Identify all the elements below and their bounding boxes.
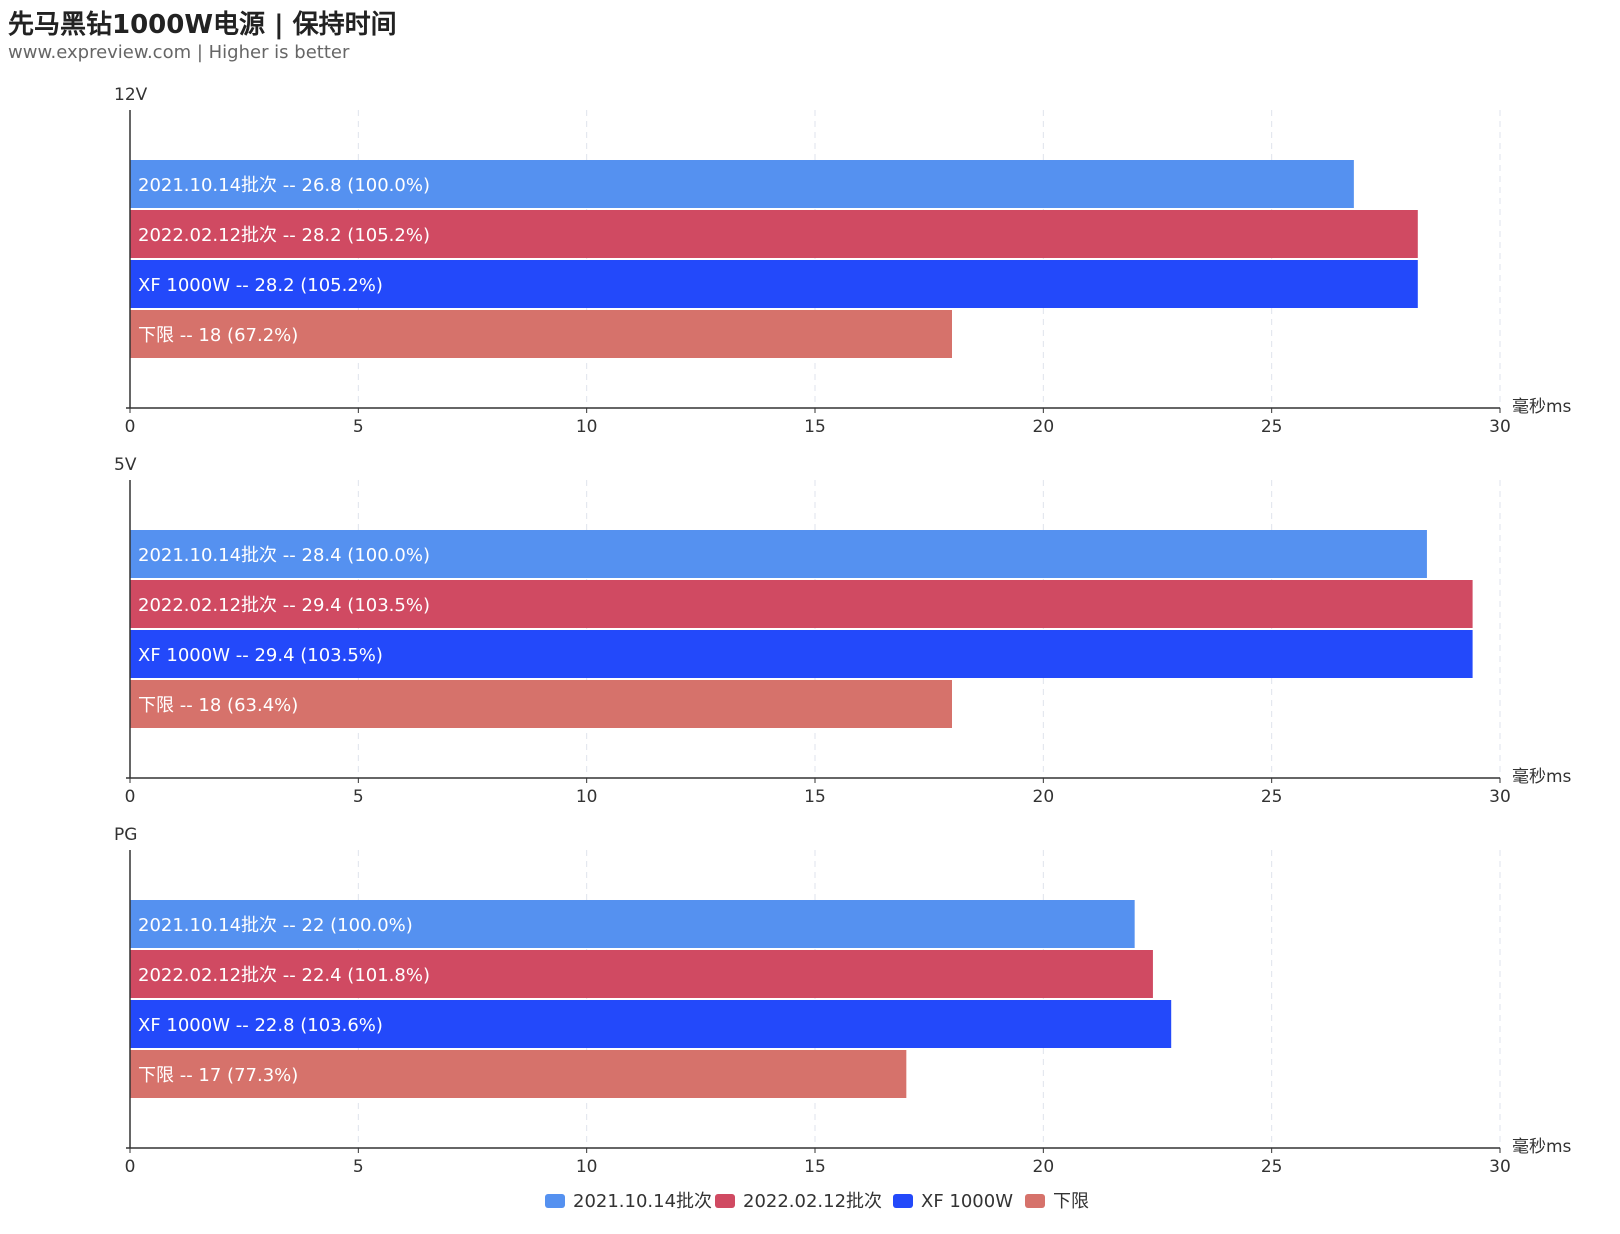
bar-label-PG-1: 2021.10.14批次 -- 22 (100.0%) xyxy=(138,915,413,936)
legend-swatch-4 xyxy=(1025,1194,1045,1208)
legend-item-2: 2022.02.12批次 xyxy=(743,1191,882,1212)
bar-label-5V-1: 2021.10.14批次 -- 28.4 (100.0%) xyxy=(138,545,430,566)
x-tick-label: 30 xyxy=(1489,417,1511,437)
x-axis-name: 毫秒ms xyxy=(1512,397,1572,417)
bar-label-PG-2: 2022.02.12批次 -- 22.4 (101.8%) xyxy=(138,965,430,986)
bar-PG-2 xyxy=(130,950,1153,998)
x-tick-label: 25 xyxy=(1261,1157,1283,1177)
x-tick-label: 20 xyxy=(1033,417,1055,437)
panel-title-12V: 12V xyxy=(114,85,148,105)
bar-label-12V-4: 下限 -- 18 (67.2%) xyxy=(138,325,298,346)
bar-12V-1 xyxy=(130,160,1354,208)
bar-label-5V-2: 2022.02.12批次 -- 29.4 (103.5%) xyxy=(138,595,430,616)
x-tick-label: 10 xyxy=(576,787,598,807)
bar-PG-4 xyxy=(130,1050,907,1098)
chart-subtitle: www.expreview.com | Higher is better xyxy=(8,42,350,63)
bar-label-12V-3: XF 1000W -- 28.2 (105.2%) xyxy=(138,275,383,296)
bar-PG-3 xyxy=(130,1000,1172,1048)
legend-swatch-2 xyxy=(715,1194,735,1208)
legend-swatch-1 xyxy=(545,1194,565,1208)
x-tick-label: 0 xyxy=(125,417,136,437)
panel-title-5V: 5V xyxy=(114,455,137,475)
x-tick-label: 25 xyxy=(1261,417,1283,437)
x-tick-label: 20 xyxy=(1033,1157,1055,1177)
x-tick-label: 10 xyxy=(576,417,598,437)
legend-item-3: XF 1000W xyxy=(921,1191,1013,1212)
legend-item-1: 2021.10.14批次 xyxy=(573,1191,712,1212)
x-axis-name: 毫秒ms xyxy=(1512,1137,1572,1157)
bar-label-PG-3: XF 1000W -- 22.8 (103.6%) xyxy=(138,1015,383,1036)
x-tick-label: 25 xyxy=(1261,787,1283,807)
x-tick-label: 5 xyxy=(353,787,364,807)
panel-title-PG: PG xyxy=(114,825,137,845)
x-tick-label: 15 xyxy=(804,787,826,807)
bar-12V-2 xyxy=(130,210,1418,258)
legend-item-4: 下限 xyxy=(1053,1191,1089,1212)
x-tick-label: 0 xyxy=(125,1157,136,1177)
bar-5V-4 xyxy=(130,680,952,728)
bar-PG-1 xyxy=(130,900,1135,948)
x-tick-label: 20 xyxy=(1033,787,1055,807)
x-tick-label: 0 xyxy=(125,787,136,807)
bar-12V-4 xyxy=(130,310,952,358)
chart-title: 先马黑钻1000W电源 | 保持时间 xyxy=(8,10,397,40)
bar-5V-1 xyxy=(130,530,1427,578)
bar-label-5V-3: XF 1000W -- 29.4 (103.5%) xyxy=(138,645,383,666)
bar-label-5V-4: 下限 -- 18 (63.4%) xyxy=(138,695,298,716)
x-tick-label: 10 xyxy=(576,1157,598,1177)
x-tick-label: 30 xyxy=(1489,1157,1511,1177)
bar-label-12V-1: 2021.10.14批次 -- 26.8 (100.0%) xyxy=(138,175,430,196)
bar-5V-2 xyxy=(130,580,1473,628)
bar-12V-3 xyxy=(130,260,1418,308)
x-tick-label: 30 xyxy=(1489,787,1511,807)
x-tick-label: 15 xyxy=(804,1157,826,1177)
bar-5V-3 xyxy=(130,630,1473,678)
bar-label-12V-2: 2022.02.12批次 -- 28.2 (105.2%) xyxy=(138,225,430,246)
x-tick-label: 5 xyxy=(353,417,364,437)
x-tick-label: 15 xyxy=(804,417,826,437)
x-axis-name: 毫秒ms xyxy=(1512,767,1572,787)
legend-swatch-3 xyxy=(893,1194,913,1208)
x-tick-label: 5 xyxy=(353,1157,364,1177)
bar-label-PG-4: 下限 -- 17 (77.3%) xyxy=(138,1065,298,1086)
